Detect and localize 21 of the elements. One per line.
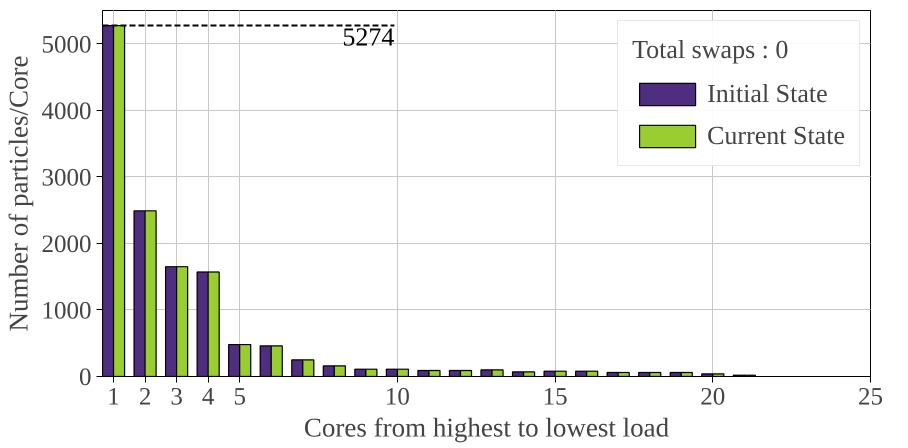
y-tick-label: 3000 bbox=[42, 164, 92, 192]
x-axis-title: Cores from highest to lowest load bbox=[304, 412, 670, 442]
x-tick-label: 5 bbox=[233, 384, 246, 410]
y-tick-label: 1000 bbox=[42, 297, 92, 324]
x-tick-label: 25 bbox=[858, 384, 883, 410]
y-tick-label: 4000 bbox=[42, 98, 92, 125]
legend-title: Total swaps : 0 bbox=[632, 35, 790, 65]
x-tick-label: 4 bbox=[202, 384, 215, 410]
x-tick-label: 10 bbox=[384, 384, 410, 410]
legend-label: Current State bbox=[707, 121, 845, 151]
y-tick-label: 5000 bbox=[42, 31, 92, 58]
x-tick-label: 20 bbox=[700, 384, 726, 410]
ref-line-label: 5274 bbox=[342, 22, 394, 52]
legend-label: Initial State bbox=[707, 79, 828, 109]
y-tick-label: 2000 bbox=[42, 230, 92, 258]
y-axis-title: Number of particles/Core bbox=[4, 56, 34, 332]
x-tick-label: 15 bbox=[542, 384, 568, 410]
y-tick-label: 0 bbox=[79, 364, 92, 391]
x-tick-label: 3 bbox=[170, 384, 183, 410]
x-tick-label: 1 bbox=[107, 384, 120, 410]
x-tick-label: 2 bbox=[138, 384, 152, 410]
